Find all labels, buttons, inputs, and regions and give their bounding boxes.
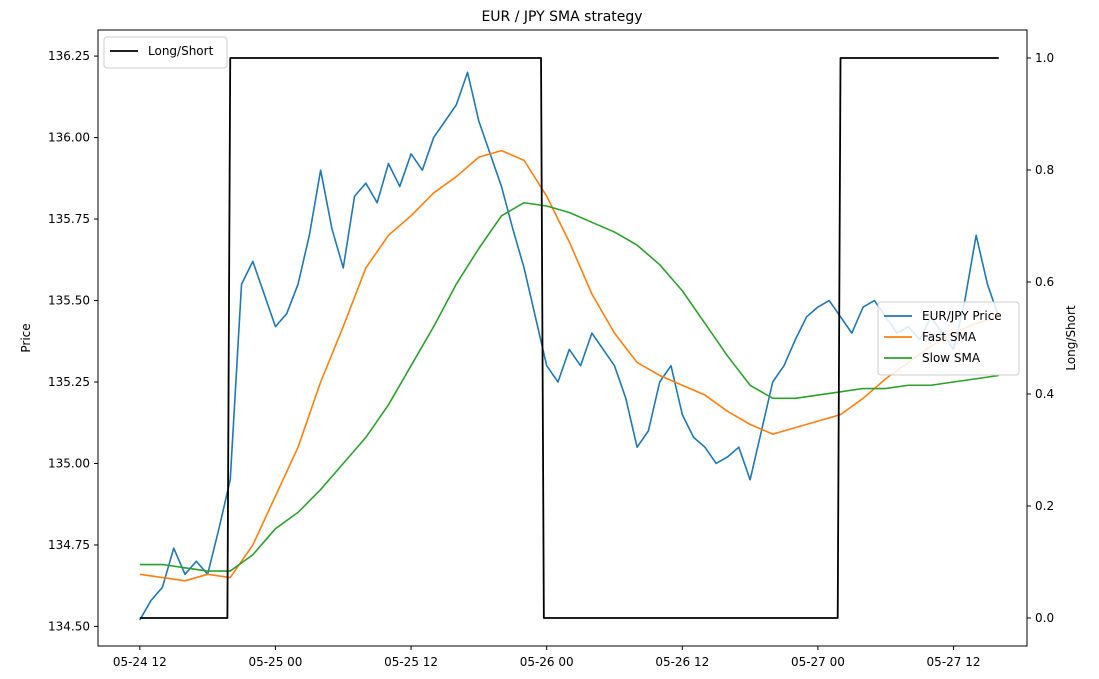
x-tick-label: 05-26 12 bbox=[655, 655, 709, 669]
legend-label-position: Long/Short bbox=[148, 44, 214, 58]
legend-label-fast: Fast SMA bbox=[922, 330, 977, 344]
y-tick-label: 134.75 bbox=[48, 538, 90, 552]
y-tick-label: 136.25 bbox=[48, 49, 90, 63]
x-tick-label: 05-25 00 bbox=[248, 655, 302, 669]
x-tick-label: 05-25 12 bbox=[384, 655, 438, 669]
x-axis-ticks: 05-24 12 05-25 00 05-25 12 05-26 00 05-26 12… bbox=[113, 646, 981, 669]
y-tick-label: 136.00 bbox=[48, 131, 90, 145]
y-tick-label: 135.25 bbox=[48, 375, 90, 389]
series-line-price bbox=[139, 71, 1000, 621]
legend-left: Long/Short bbox=[103, 36, 228, 69]
legend-label-slow: Slow SMA bbox=[922, 351, 981, 365]
axes bbox=[97, 29, 1028, 647]
y-axis-right-ticks: 0.0 0.2 0.4 0.6 0.8 1.0 bbox=[1027, 51, 1054, 625]
y-tick-label: 135.75 bbox=[48, 212, 90, 226]
series-line-fast bbox=[139, 149, 999, 582]
y2-tick-label: 0.4 bbox=[1035, 387, 1054, 401]
plot-frame bbox=[97, 29, 1028, 647]
series-layer bbox=[139, 57, 1000, 621]
y2-tick-label: 1.0 bbox=[1035, 51, 1054, 65]
x-tick-label: 05-27 00 bbox=[791, 655, 845, 669]
y-tick-label: 135.00 bbox=[48, 456, 90, 470]
legend-box bbox=[103, 36, 228, 69]
y-axis-left-ticks: 134.50 134.75 135.00 135.25 135.50 135.75 136.… bbox=[48, 49, 98, 633]
x-tick-label: 05-26 00 bbox=[520, 655, 574, 669]
y-tick-label: 135.50 bbox=[48, 294, 90, 308]
y-tick-label: 134.50 bbox=[48, 619, 90, 633]
y2-tick-label: 0.2 bbox=[1035, 499, 1054, 513]
legend-label-price: EUR/JPY Price bbox=[922, 309, 1002, 323]
y2-tick-label: 0.8 bbox=[1035, 163, 1054, 177]
chart-title: EUR / JPY SMA strategy bbox=[481, 9, 642, 25]
series-line-position bbox=[139, 57, 999, 619]
legend-box bbox=[877, 301, 1020, 376]
y2-tick-label: 0.6 bbox=[1035, 275, 1054, 289]
y2-tick-label: 0.0 bbox=[1035, 611, 1054, 625]
series-line-slow bbox=[139, 201, 999, 572]
legend-right: EUR/JPY Price Fast SMA Slow SMA bbox=[877, 301, 1020, 376]
y-axis-left-label: Price bbox=[19, 323, 33, 352]
x-tick-label: 05-24 12 bbox=[113, 655, 167, 669]
y-axis-right-label: Long/Short bbox=[1064, 305, 1078, 371]
x-tick-label: 05-27 12 bbox=[927, 655, 981, 669]
